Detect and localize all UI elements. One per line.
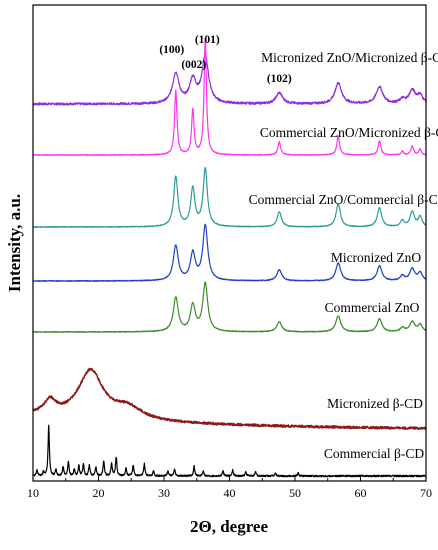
series-label-5: Commercial ZnO <box>325 300 420 315</box>
series-label-2: Commercial ZnO/Micronized β-CD <box>260 125 438 140</box>
peak-label-3: (101) <box>195 34 220 46</box>
y-axis-title: Intensity, a.u. <box>5 194 24 292</box>
series-label-3: Commercial ZnO/Commercial β-CD <box>249 192 438 207</box>
x-tick-label-5: 50 <box>289 486 301 500</box>
x-axis-ticks: 10 20 30 40 50 60 70 <box>27 476 432 500</box>
peak-label-2: (002) <box>181 59 206 71</box>
series-label-1: Micronized ZnO/Micronized β-CD <box>261 50 438 65</box>
x-tick-label-3: 30 <box>158 486 170 500</box>
x-tick-label-2: 20 <box>93 486 105 500</box>
series-label-6: Micronized β-CD <box>327 396 423 411</box>
series-label-4: Micronized ZnO <box>331 250 422 265</box>
series-traces <box>32 38 427 478</box>
series-line-1 <box>32 52 427 106</box>
peak-labels: (100) (002) (101) (102) <box>159 34 292 85</box>
x-tick-label-7: 70 <box>420 486 432 500</box>
series-line-4 <box>32 223 427 282</box>
peak-label-4: (102) <box>267 73 292 85</box>
x-tick-label-1: 10 <box>27 486 39 500</box>
x-axis-title: 2Θ, degree <box>190 517 269 536</box>
x-tick-label-4: 40 <box>224 486 236 500</box>
series-line-6 <box>32 367 427 430</box>
series-line-5 <box>32 281 427 333</box>
series-label-7: Commercial β-CD <box>324 446 424 461</box>
x-tick-label-6: 60 <box>355 486 367 500</box>
series-labels: Micronized ZnO/Micronized β-CD Commercial… <box>249 50 438 461</box>
series-line-3 <box>32 167 427 228</box>
series-line-2 <box>32 38 427 156</box>
peak-label-1: (100) <box>159 44 184 56</box>
